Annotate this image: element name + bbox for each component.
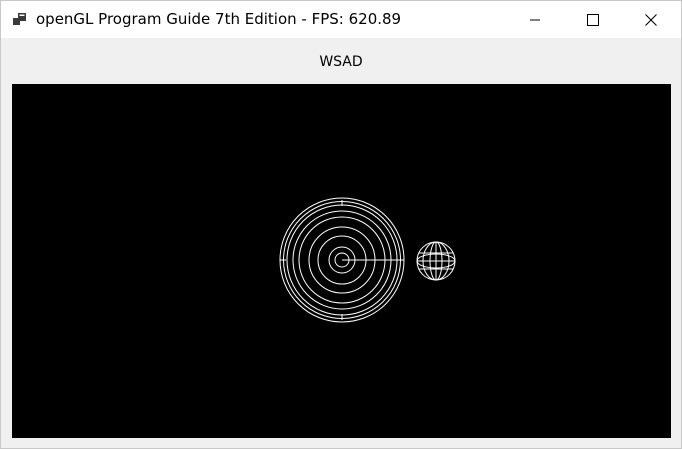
close-icon [645,13,657,26]
opengl-canvas[interactable] [12,84,671,438]
scene-svg [279,197,456,323]
maximize-icon [587,13,599,26]
controls-hint-label: WSAD [319,54,363,70]
minimize-button[interactable] [506,1,564,38]
maximize-button[interactable] [564,1,622,38]
wireframe-sphere-large [279,197,405,323]
window-title: openGL Program Guide 7th Edition - FPS: … [36,10,402,28]
wireframe-sphere-small [416,241,456,281]
title-bar[interactable]: openGL Program Guide 7th Edition - FPS: … [1,1,681,38]
minimize-icon [530,19,540,20]
app-window-icon [13,13,26,25]
close-button[interactable] [622,1,680,38]
